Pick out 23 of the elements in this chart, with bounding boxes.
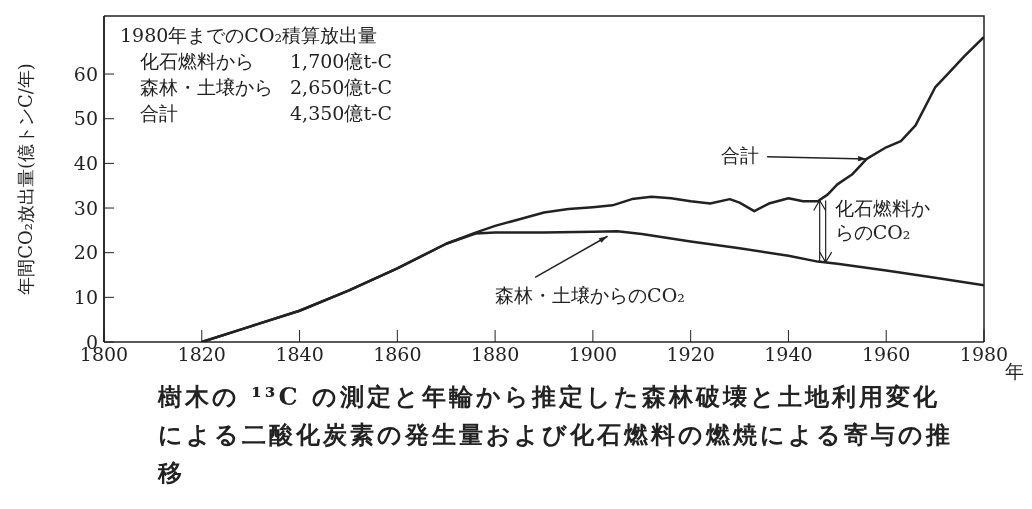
y-tick-label: 40: [73, 152, 98, 175]
y-tick-label: 60: [73, 62, 98, 85]
x-tick-label: 1900: [568, 343, 618, 366]
x-tick-label: 1820: [177, 343, 226, 366]
y-axis-title: 年間CO₂放出量(億トンC/年): [15, 63, 36, 295]
x-tick-label: 1920: [666, 343, 715, 366]
x-tick-label: 1960: [862, 343, 911, 366]
annotation: 化石燃料からのCO₂: [834, 196, 931, 245]
y-tick-label: 30: [73, 196, 98, 219]
x-tick-label: 1940: [764, 343, 813, 366]
annotation: 森林・土壌からのCO₂: [495, 284, 685, 307]
x-tick-label: 1840: [275, 343, 324, 366]
annotation: 合計: [721, 143, 760, 166]
y-tick-label: 10: [73, 286, 98, 309]
y-tick-label: 20: [73, 241, 98, 264]
text: 合計 4,350億t-C: [140, 102, 392, 124]
x-tick-label: 1860: [373, 343, 422, 366]
x-tick-label: 1880: [470, 343, 520, 366]
text: 化石燃料から 1,700億t-C: [140, 50, 392, 72]
annotation: 1980年までのCO₂積算放出量: [120, 23, 378, 48]
annotation: 森林・土壌から 2,650億t-C: [140, 75, 392, 100]
text: 樹木の ¹³C の測定と年輪から推定した森林破壊と土地利用変化による二酸化炭素の発生量および化石燃料の燃焼による寄与の推移: [158, 381, 954, 489]
y-tick-label: 50: [73, 107, 98, 130]
